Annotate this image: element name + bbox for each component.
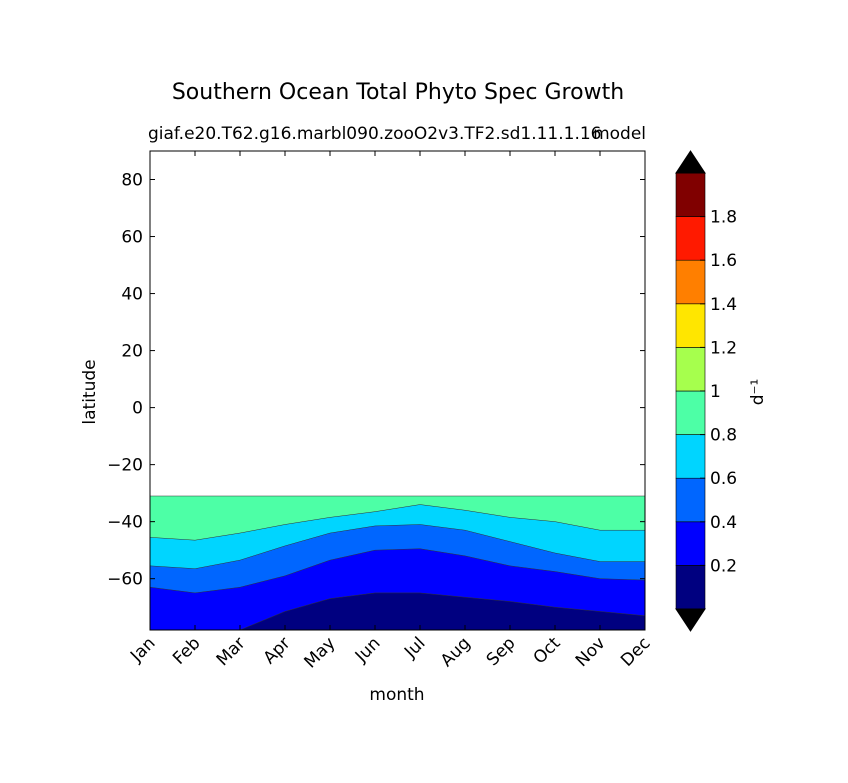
colorbar-swatch	[675, 303, 706, 348]
x-tick-label: Dec	[617, 633, 654, 670]
colorbar-tick-label: 0.8	[710, 426, 737, 446]
colorbar-swatch	[675, 347, 706, 392]
x-tick-label: Oct	[530, 633, 565, 668]
x-tick-label: Jun	[351, 633, 385, 667]
plot-area: Jan Feb Mar Apr May Jun Jul Aug Sep Oct Nov Dec −60…	[107, 150, 655, 672]
colorbar-swatch	[675, 521, 706, 566]
colorbar-swatch	[675, 259, 706, 305]
colorbar-tick-label: 0.4	[710, 513, 737, 533]
colorbar-tick-label: 1	[710, 382, 721, 402]
colorbar-swatch	[675, 477, 706, 523]
plot-frame	[149, 150, 646, 631]
colorbar-tick-label: 1.2	[710, 338, 737, 358]
x-tick-label: Jul	[400, 633, 429, 662]
colorbar-tick-label: 1.6	[710, 251, 737, 271]
chart-title: Southern Ocean Total Phyto Spec Growth	[172, 80, 624, 105]
colorbar-extend-bottom	[675, 608, 706, 632]
colorbar-tick-label: 0.2	[710, 556, 737, 576]
contour-fill-group	[150, 495, 645, 630]
chart-subtitle-model: model	[593, 124, 646, 144]
colorbar-tick-label: 1.8	[710, 208, 737, 228]
x-tick-label: Feb	[169, 633, 204, 668]
x-tick-label: Nov	[572, 633, 610, 671]
y-tick-label: 20	[121, 342, 143, 362]
y-tick-label: −20	[107, 456, 143, 476]
colorbar-tick-label: 1.4	[710, 295, 737, 315]
colorbar-extend-top	[675, 150, 706, 174]
x-tick-label: Apr	[260, 633, 295, 668]
colorbar-tick-label: 0.6	[710, 469, 737, 489]
x-axis-label: month	[369, 685, 424, 705]
y-tick-label: 40	[121, 285, 143, 305]
colorbar-label: d⁻¹	[748, 379, 768, 406]
y-tick-label: 80	[121, 171, 143, 191]
colorbar: 0.2 0.4 0.6 0.8 1 1.2 1.4 1.6 1.8	[675, 150, 737, 632]
x-tick-label: Aug	[437, 633, 475, 671]
colorbar-swatch	[675, 565, 706, 610]
x-tick-label: Sep	[483, 633, 520, 670]
x-tick-label: Jan	[126, 633, 159, 666]
contour-band-0-0.2	[150, 592, 645, 630]
colorbar-swatch	[675, 216, 706, 261]
x-tick-label: May	[301, 633, 340, 672]
y-tick-label: 0	[132, 399, 143, 419]
chart-subtitle-run-id: giaf.e20.T62.g16.marbl090.zooO2v3.TF2.sd…	[148, 124, 602, 144]
colorbar-swatch	[675, 434, 706, 479]
colorbar-swatch	[675, 172, 706, 217]
y-tick-label: 60	[121, 228, 143, 248]
y-axis-ticks: −60 −40 −20 0 20 40 60 80	[107, 171, 645, 590]
colorbar-swatch	[675, 390, 706, 435]
y-axis-label: latitude	[80, 359, 100, 424]
y-tick-label: −60	[107, 570, 143, 590]
y-tick-label: −40	[107, 513, 143, 533]
x-tick-label: Mar	[213, 633, 250, 670]
